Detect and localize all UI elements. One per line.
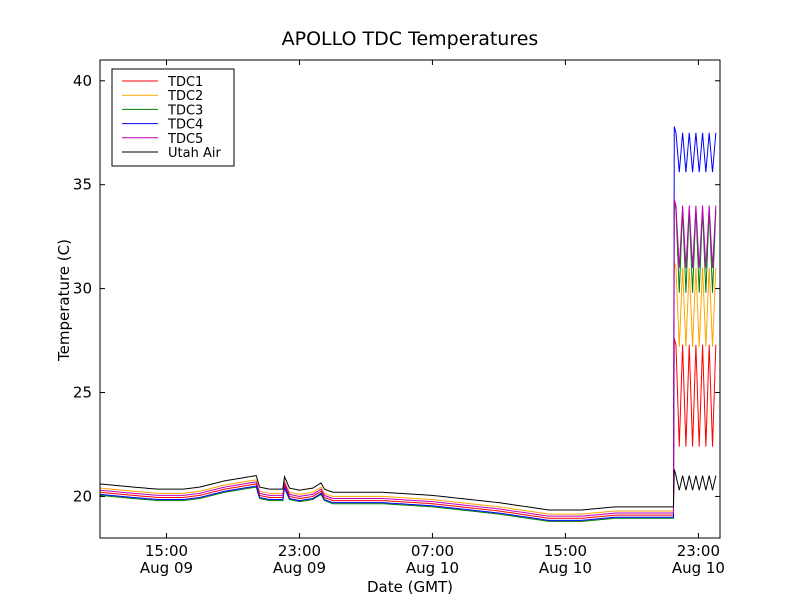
x-tick-label-time: 15:00 bbox=[145, 542, 188, 560]
y-tick-label: 25 bbox=[73, 384, 92, 402]
x-tick-label-date: Aug 10 bbox=[672, 559, 725, 577]
series-line-tdc3 bbox=[100, 203, 717, 522]
y-axis-label: Temperature (C) bbox=[55, 239, 73, 362]
y-tick-label: 35 bbox=[73, 176, 92, 194]
series-line-tdc4 bbox=[100, 126, 717, 521]
chart-title: APOLLO TDC Temperatures bbox=[282, 28, 539, 50]
series-line-utah-air bbox=[100, 469, 717, 511]
x-axis-label: Date (GMT) bbox=[367, 578, 453, 596]
x-tick-label-time: 23:00 bbox=[278, 542, 321, 560]
y-tick-label: 20 bbox=[73, 487, 92, 505]
x-tick-label-time: 15:00 bbox=[544, 542, 587, 560]
legend-box bbox=[111, 68, 235, 167]
x-tick-label-date: Aug 09 bbox=[273, 559, 326, 577]
x-tick-label-date: Aug 10 bbox=[406, 559, 459, 577]
plot-area bbox=[100, 126, 717, 522]
x-tick-label-date: Aug 09 bbox=[140, 559, 193, 577]
legend-label: TDC1 bbox=[167, 75, 203, 90]
series-line-tdc5 bbox=[100, 199, 717, 517]
legend-label: Utah Air bbox=[168, 146, 221, 161]
legend-label: TDC2 bbox=[167, 89, 203, 104]
legend-label: TDC5 bbox=[167, 132, 203, 147]
x-tick-label-time: 07:00 bbox=[411, 542, 454, 560]
x-tick-label-date: Aug 10 bbox=[539, 559, 592, 577]
y-tick-label: 30 bbox=[73, 280, 92, 298]
plot-frame bbox=[99, 59, 721, 539]
y-tick-label: 40 bbox=[73, 72, 92, 90]
series-line-tdc2 bbox=[100, 261, 717, 515]
series-line-tdc1 bbox=[100, 338, 717, 519]
legend-label: TDC4 bbox=[167, 118, 203, 133]
legend-label: TDC3 bbox=[167, 103, 203, 118]
x-tick-label-time: 23:00 bbox=[677, 542, 720, 560]
